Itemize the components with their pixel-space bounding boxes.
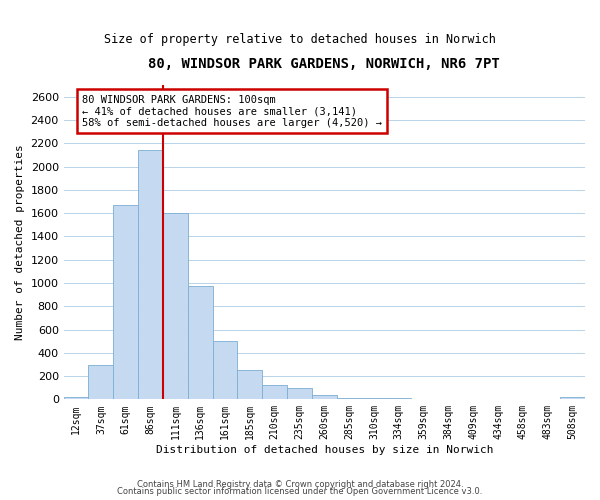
Bar <box>212 341 238 400</box>
Bar <box>262 386 287 400</box>
Bar <box>312 396 337 400</box>
Bar <box>138 150 163 400</box>
Bar <box>436 399 461 400</box>
Bar <box>238 370 262 400</box>
Y-axis label: Number of detached properties: Number of detached properties <box>15 144 25 340</box>
Text: Contains public sector information licensed under the Open Government Licence v3: Contains public sector information licen… <box>118 487 482 496</box>
Bar <box>560 397 585 400</box>
Bar <box>188 286 212 400</box>
Text: Size of property relative to detached houses in Norwich: Size of property relative to detached ho… <box>104 32 496 46</box>
Bar <box>362 398 386 400</box>
Bar <box>411 399 436 400</box>
Title: 80, WINDSOR PARK GARDENS, NORWICH, NR6 7PT: 80, WINDSOR PARK GARDENS, NORWICH, NR6 7… <box>148 58 500 71</box>
Bar <box>287 388 312 400</box>
Bar <box>511 399 535 400</box>
Text: Contains HM Land Registry data © Crown copyright and database right 2024.: Contains HM Land Registry data © Crown c… <box>137 480 463 489</box>
X-axis label: Distribution of detached houses by size in Norwich: Distribution of detached houses by size … <box>155 445 493 455</box>
Bar <box>386 398 411 400</box>
Bar <box>88 365 113 400</box>
Bar <box>461 399 485 400</box>
Text: 80 WINDSOR PARK GARDENS: 100sqm
← 41% of detached houses are smaller (3,141)
58%: 80 WINDSOR PARK GARDENS: 100sqm ← 41% of… <box>82 94 382 128</box>
Bar <box>113 205 138 400</box>
Bar <box>163 213 188 400</box>
Bar <box>64 397 88 400</box>
Bar <box>337 398 362 400</box>
